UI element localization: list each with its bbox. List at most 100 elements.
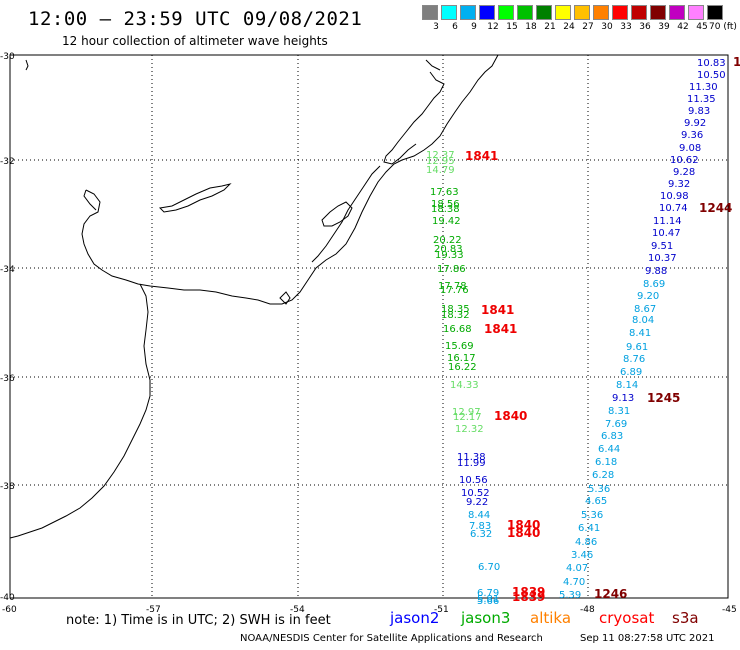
scale-swatch bbox=[498, 5, 514, 20]
wave-height-label: 8.69 bbox=[643, 279, 665, 290]
scale-label: 24 bbox=[563, 22, 575, 32]
wave-height-label: 17.86 bbox=[437, 264, 466, 275]
wave-height-label: 10.56 bbox=[459, 475, 488, 486]
scale-swatch bbox=[593, 5, 609, 20]
pass-time-label: 1839 bbox=[512, 590, 545, 604]
wave-height-label: 4.86 bbox=[575, 537, 597, 548]
wave-height-label: 9.13 bbox=[612, 393, 634, 404]
scale-swatch bbox=[669, 5, 685, 20]
scale-label: 39 bbox=[658, 22, 670, 32]
pass-time-labels: 1841124418411841124518401840184018391839… bbox=[465, 55, 740, 604]
credit-text: NOAA/NESDIS Center for Satellite Applica… bbox=[240, 633, 543, 644]
scale-swatch bbox=[612, 5, 628, 20]
wave-height-label: 19.33 bbox=[435, 250, 464, 261]
map-title: 12:00 – 23:59 UTC 09/08/2021 bbox=[28, 8, 363, 30]
timestamp: Sep 11 08:27:58 UTC 2021 bbox=[580, 633, 715, 644]
wave-height-label: 8.14 bbox=[616, 380, 638, 391]
wave-height-label: 9.28 bbox=[673, 167, 695, 178]
wave-height-label: 8.31 bbox=[608, 406, 630, 417]
satellite-jason2: jason2 bbox=[390, 609, 440, 627]
wave-height-label: 17.63 bbox=[430, 187, 459, 198]
pass-time-label: 1840 bbox=[507, 518, 540, 532]
wave-height-label: 9.88 bbox=[645, 266, 667, 277]
pass-time-label: 1839 bbox=[512, 585, 545, 599]
scale-swatch bbox=[574, 5, 590, 20]
scale-label: 36 bbox=[639, 22, 651, 32]
wave-height-label: 6.83 bbox=[601, 431, 623, 442]
scale-label: 21 bbox=[544, 22, 556, 32]
scale-label: 33 bbox=[620, 22, 632, 32]
scale-swatch bbox=[650, 5, 666, 20]
wave-height-label: 7.83 bbox=[469, 521, 491, 532]
lon-label: -54 bbox=[290, 605, 305, 615]
wave-height-label: 10.83 bbox=[697, 58, 726, 69]
wave-height-label: 11.30 bbox=[689, 82, 718, 93]
wave-height-label: 11.35 bbox=[687, 94, 716, 105]
wave-height-label: 19.42 bbox=[432, 216, 461, 227]
lat-label: -34 bbox=[0, 265, 15, 275]
scale-label: 15 bbox=[506, 22, 518, 32]
satellite-altika: altika bbox=[530, 609, 572, 627]
scale-label: 6 bbox=[452, 22, 458, 32]
wave-height-label: 14.33 bbox=[450, 380, 479, 391]
pass-time-label: 1 bbox=[733, 55, 740, 69]
wave-height-label: 10.37 bbox=[648, 253, 677, 264]
wave-height-label: 5.81 bbox=[477, 594, 499, 605]
wave-height-label: 12.97 bbox=[452, 407, 481, 418]
wave-height-label: 10.98 bbox=[660, 191, 689, 202]
wave-height-label: 9.08 bbox=[679, 143, 701, 154]
wave-height-label: 7.69 bbox=[605, 419, 627, 430]
scale-label: 30 bbox=[601, 22, 613, 32]
scale-swatch bbox=[707, 5, 723, 20]
wave-height-label: 6.89 bbox=[620, 367, 642, 378]
grid-lines bbox=[10, 55, 728, 598]
scale-label: 12 bbox=[487, 22, 499, 32]
wave-height-label: 10.52 bbox=[461, 488, 490, 499]
wave-height-label: 20.22 bbox=[433, 235, 462, 246]
wave-height-label: 5.36 bbox=[588, 484, 610, 495]
wave-height-label: 18.38 bbox=[431, 204, 460, 215]
wave-height-label: 9.61 bbox=[626, 342, 648, 353]
scale-label: 18 bbox=[525, 22, 537, 32]
wave-height-label: 8.41 bbox=[629, 328, 651, 339]
wave-height-label: 18.56 bbox=[431, 199, 460, 210]
wave-height-label: 16.17 bbox=[447, 353, 476, 364]
wave-height-label: 9.83 bbox=[688, 106, 710, 117]
wave-height-label: 16.68 bbox=[443, 324, 472, 335]
wave-height-label: 12.95 bbox=[426, 156, 455, 167]
pass-time-label: 1841 bbox=[465, 149, 498, 163]
wave-height-label: 18.35 bbox=[441, 304, 470, 315]
lon-label: -60 bbox=[2, 605, 17, 615]
wave-height-label: 15.69 bbox=[445, 341, 474, 352]
scale-label: 42 bbox=[677, 22, 689, 32]
wave-height-label: 6.32 bbox=[470, 529, 492, 540]
pass-time-label: 1840 bbox=[507, 526, 540, 540]
wave-height-label: 10.62 bbox=[670, 155, 699, 166]
wave-height-label: 9.20 bbox=[637, 291, 659, 302]
scale-swatch bbox=[441, 5, 457, 20]
note-text: note: 1) Time is in UTC; 2) SWH is in fe… bbox=[66, 613, 331, 628]
scale-swatch bbox=[555, 5, 571, 20]
wave-height-label: 8.76 bbox=[623, 354, 645, 365]
wave-height-label: 8.04 bbox=[632, 315, 654, 326]
satellite-s3a: s3a bbox=[672, 609, 699, 627]
scale-label: 3 bbox=[433, 22, 439, 32]
satellite-cryosat: cryosat bbox=[599, 609, 655, 627]
scale-swatch bbox=[517, 5, 533, 20]
lat-label: -40 bbox=[0, 593, 15, 603]
lat-label: -36 bbox=[0, 374, 15, 384]
wave-height-label: 10.47 bbox=[652, 228, 681, 239]
wave-height-label: 10.50 bbox=[697, 70, 726, 81]
wave-height-label: 12.17 bbox=[453, 412, 482, 423]
wave-height-label: 9.32 bbox=[668, 179, 690, 190]
lat-label: -38 bbox=[0, 482, 15, 492]
wave-height-label: 6.41 bbox=[578, 523, 600, 534]
wave-height-label: 14.79 bbox=[426, 165, 455, 176]
wave-height-label: 11.14 bbox=[653, 216, 682, 227]
scale-label: 27 bbox=[582, 22, 594, 32]
map-frame bbox=[9, 54, 729, 599]
wave-height-label: 6.44 bbox=[598, 444, 620, 455]
scale-swatch bbox=[631, 5, 647, 20]
wave-height-label: 4.65 bbox=[585, 496, 607, 507]
